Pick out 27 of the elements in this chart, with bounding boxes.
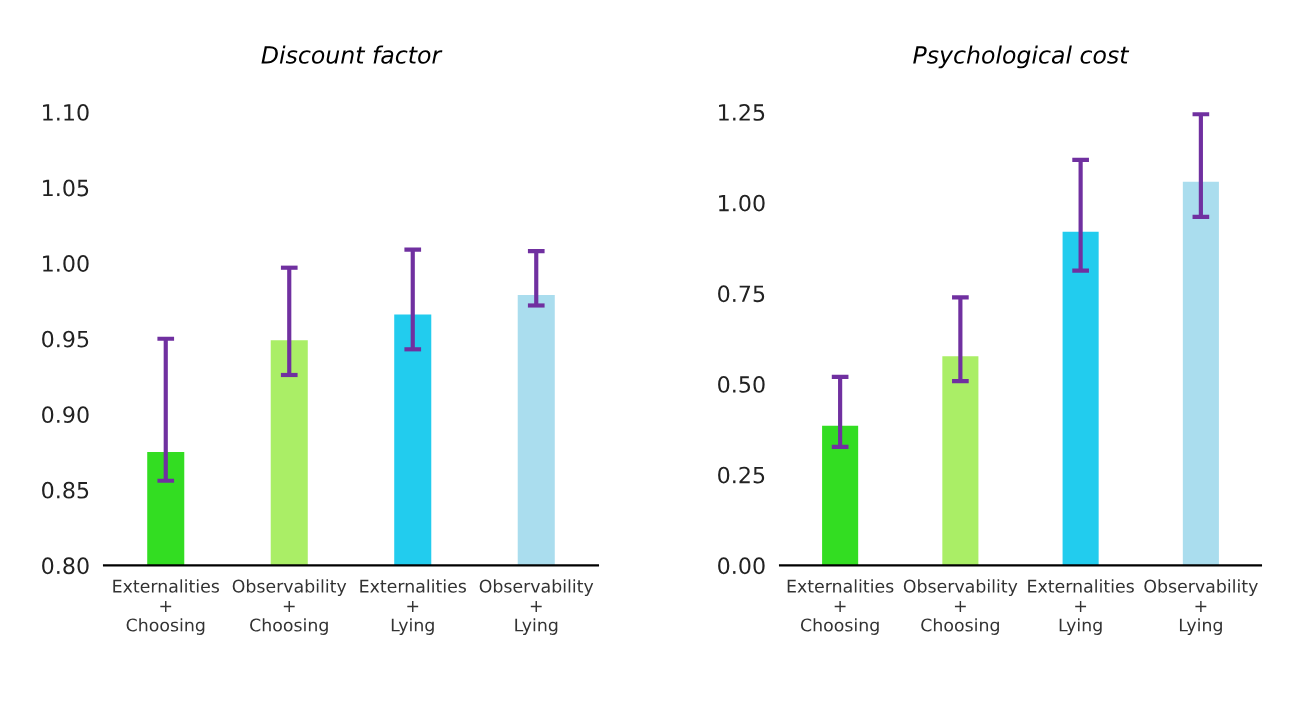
y-tick-label: 0.75 xyxy=(718,285,765,303)
bar xyxy=(1182,181,1219,566)
y-tick-label: 0.50 xyxy=(718,376,765,393)
chart-title: Psychological cost xyxy=(913,45,1130,69)
bar xyxy=(942,356,979,566)
x-tick-label: Observability + Choosing xyxy=(232,579,347,635)
y-tick-label: 0.00 xyxy=(718,557,765,575)
y-tick-label: 0.25 xyxy=(718,466,765,484)
x-tick-label: Externalities + Choosing xyxy=(787,579,894,635)
x-tick-label: Externalities + Lying xyxy=(360,579,467,635)
y-tick-label: 1.00 xyxy=(43,255,89,272)
x-tick-label: Observability + Lying xyxy=(479,579,594,635)
bar xyxy=(1062,231,1099,566)
bar xyxy=(822,425,859,566)
x-tick-label: Externalities + Choosing xyxy=(113,579,220,635)
y-tick-label: 1.00 xyxy=(719,194,765,212)
y-tick-label: 0.80 xyxy=(42,557,89,575)
x-tick-label: Observability + Choosing xyxy=(903,579,1018,635)
chart-title: Discount factor xyxy=(261,45,443,64)
y-tick-label: 1.05 xyxy=(43,179,89,197)
x-tick-label: Externalities + Lying xyxy=(1028,579,1134,635)
y-tick-label: 0.90 xyxy=(42,406,89,424)
y-tick-label: 0.95 xyxy=(42,330,89,348)
y-tick-label: 1.10 xyxy=(43,104,89,121)
y-tick-label: 1.25 xyxy=(719,104,765,121)
x-tick-label: Observability + Lying xyxy=(1144,579,1258,635)
y-tick-label: 0.85 xyxy=(42,481,89,499)
